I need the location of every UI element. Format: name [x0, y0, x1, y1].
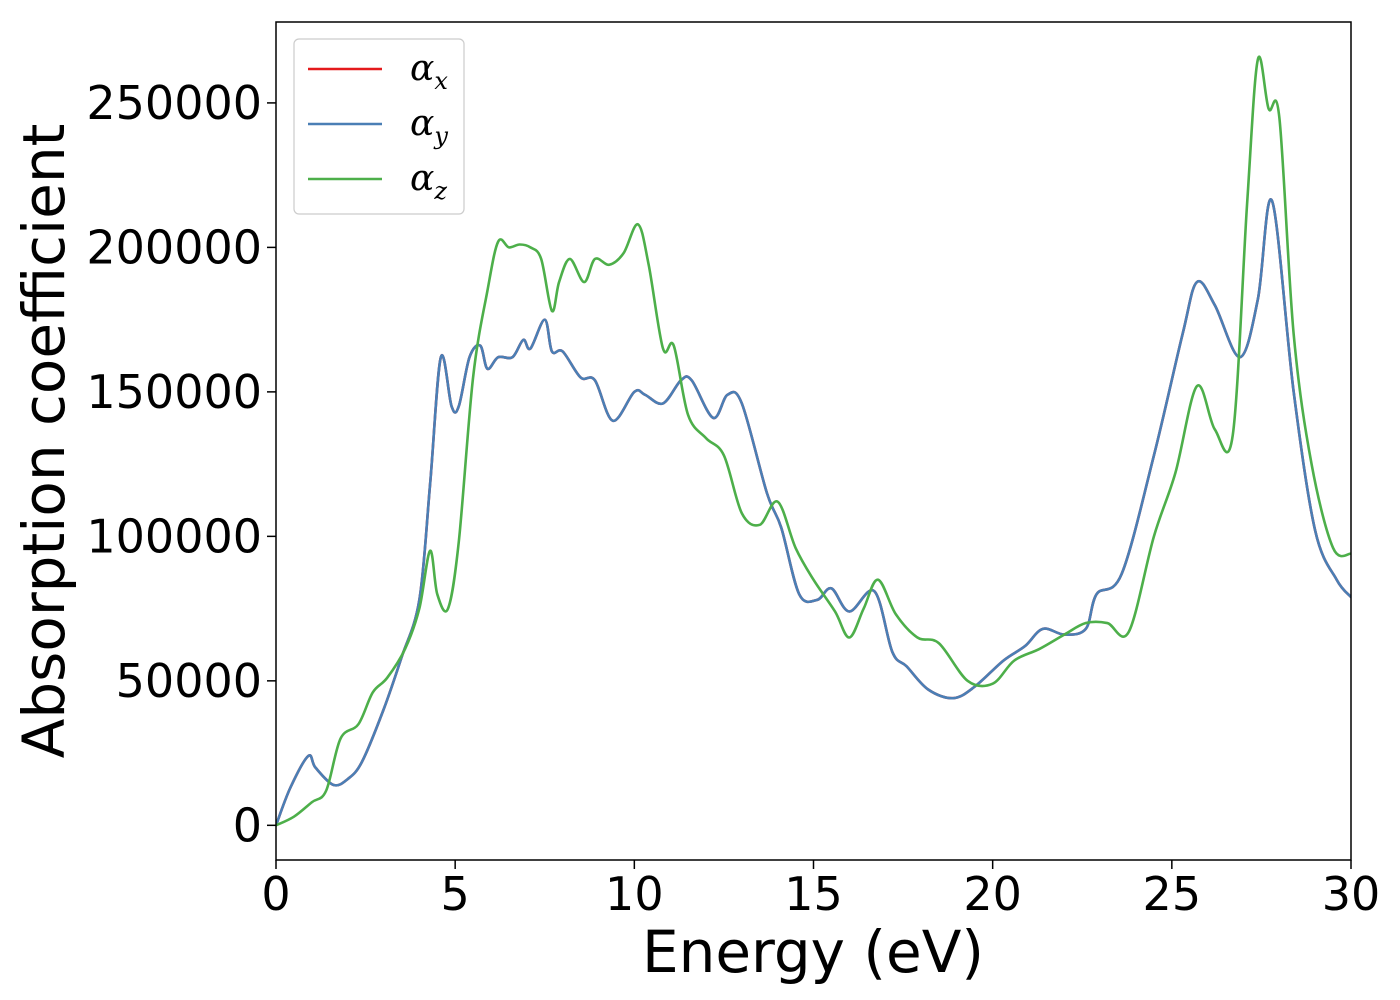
legend-subscript: x [434, 67, 448, 95]
legend-label-y: αy [410, 103, 448, 150]
x-tick-label: 15 [784, 867, 843, 921]
legend-symbol: α [410, 48, 434, 89]
legend-label-x: αx [410, 48, 448, 95]
x-axis-ticks: 0 5 10 15 20 25 30 [261, 860, 1380, 921]
legend-symbol: α [410, 103, 434, 144]
y-tick-label: 250000 [86, 76, 262, 130]
x-tick-label: 25 [1143, 867, 1202, 921]
y-tick-label: 50000 [116, 654, 262, 708]
y-axis-title: Absorption coefficient [10, 124, 78, 759]
legend-symbol: α [410, 158, 434, 199]
x-axis-title: Energy (eV) [642, 918, 984, 986]
legend-label-z: αz [410, 158, 447, 205]
y-tick-label: 100000 [86, 509, 262, 563]
x-tick-label: 10 [605, 867, 664, 921]
series-layer [276, 55, 1351, 827]
y-tick-label: 200000 [86, 220, 262, 274]
series-line-z [276, 55, 1351, 827]
y-tick-label: 0 [233, 798, 262, 852]
legend-subscript: y [433, 122, 448, 150]
y-axis-ticks: 0 50000 100000 150000 200000 250000 [86, 76, 276, 852]
legend-subscript: z [433, 177, 447, 205]
x-tick-label: 20 [963, 867, 1022, 921]
x-tick-label: 30 [1322, 867, 1381, 921]
x-tick-label: 0 [261, 867, 290, 921]
x-tick-label: 5 [441, 867, 470, 921]
series-line-y [276, 198, 1351, 827]
legend-box [293, 38, 465, 215]
y-tick-label: 150000 [86, 365, 262, 419]
